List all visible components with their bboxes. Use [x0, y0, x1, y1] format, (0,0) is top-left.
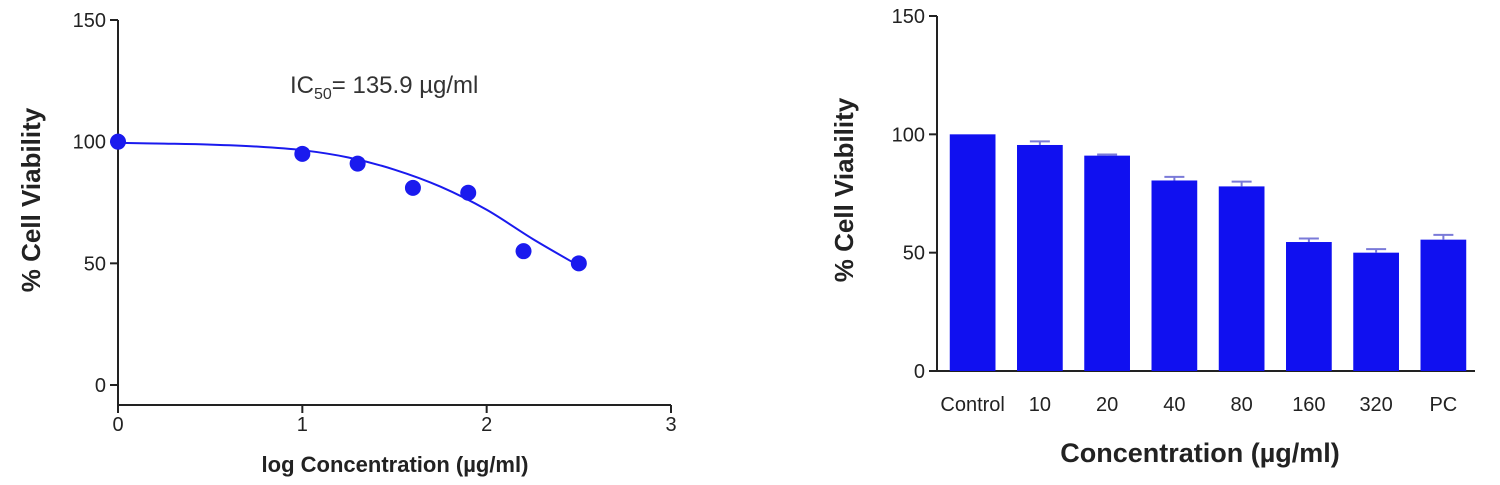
- y-tick-label: 50: [84, 253, 106, 275]
- bars: [949, 134, 1467, 371]
- ic50-annotation: IC50= 135.9 µg/ml: [290, 72, 478, 103]
- y-tick-label: 150: [892, 6, 925, 28]
- x-axis-label: Concentration (µg/ml): [1060, 438, 1340, 468]
- data-point: [404, 179, 421, 196]
- x-tick-label: PC: [1429, 394, 1457, 416]
- x-tick-label: 1: [297, 414, 308, 436]
- x-tick-label: 320: [1359, 394, 1392, 416]
- x-tick-label: 80: [1231, 394, 1253, 416]
- data-point: [110, 133, 126, 150]
- fit-curve: [117, 141, 580, 267]
- x-tick-label: 3: [665, 414, 676, 436]
- bar: [949, 134, 996, 371]
- x-tick-label: 160: [1292, 394, 1325, 416]
- y-tick-label: 100: [73, 132, 106, 154]
- data-point: [294, 145, 311, 162]
- data-points: [110, 133, 587, 272]
- x-tick-label: 0: [112, 414, 123, 436]
- bar: [1017, 144, 1063, 371]
- x-tick-label: 40: [1163, 394, 1185, 416]
- axes: [117, 20, 671, 406]
- y-tick-label: 100: [892, 124, 925, 146]
- x-tick-label: 10: [1029, 394, 1051, 416]
- bar: [1286, 242, 1332, 371]
- x-tick-label: 2: [481, 414, 492, 436]
- data-point: [460, 184, 477, 201]
- y-axis-label: % Cell Viability: [16, 107, 46, 292]
- data-point: [515, 243, 532, 260]
- data-point: [349, 155, 366, 172]
- y-ticks: 0 50 100 150: [73, 10, 118, 397]
- bar-chart: 0 50 100 150 Control 10 20 40 80 160 320 PC Concen…: [829, 6, 1475, 468]
- dose-response-chart: 0 50 100 150 0 1 2 3 IC50= 135.9 µg/ml log Con…: [16, 10, 677, 477]
- y-tick-label: 0: [95, 375, 106, 397]
- y-tick-label: 0: [914, 361, 925, 383]
- data-point: [570, 255, 587, 272]
- bar: [1353, 252, 1399, 371]
- x-axis-label: log Concentration (µg/ml): [262, 452, 529, 477]
- x-tick-label: Control: [940, 394, 1004, 416]
- bar: [1151, 180, 1198, 371]
- y-tick-label: 150: [73, 10, 106, 32]
- y-ticks: 0 50 100 150: [892, 6, 937, 383]
- x-ticks: Control 10 20 40 80 160 320 PC: [940, 394, 1457, 416]
- x-ticks: 0 1 2 3: [112, 405, 677, 436]
- bar: [1084, 155, 1130, 371]
- bar: [1420, 239, 1467, 371]
- bar: [1218, 186, 1265, 371]
- y-tick-label: 50: [903, 243, 925, 265]
- y-axis-label: % Cell Viability: [829, 97, 859, 282]
- x-tick-label: 20: [1096, 394, 1118, 416]
